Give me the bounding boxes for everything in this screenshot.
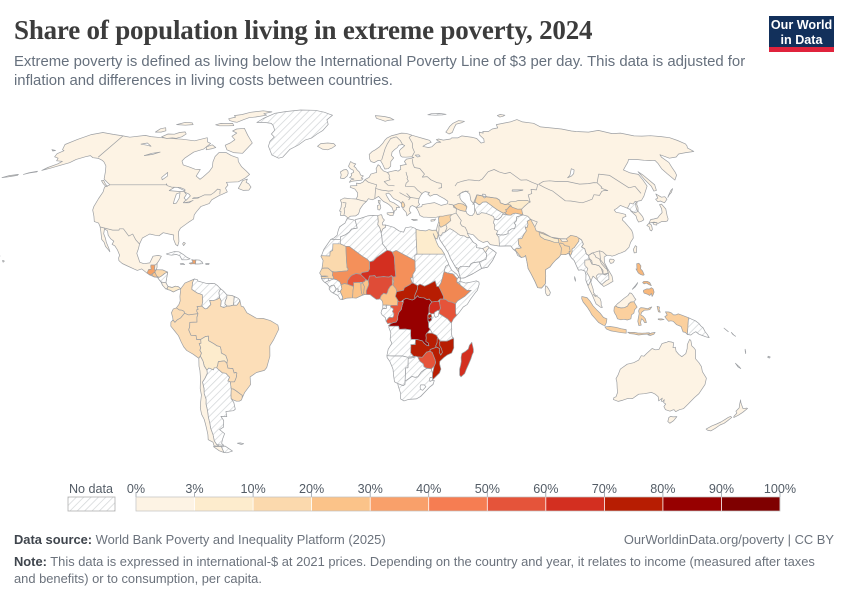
svg-text:30%: 30% <box>358 482 383 496</box>
svg-text:3%: 3% <box>185 482 203 496</box>
svg-text:0%: 0% <box>127 482 145 496</box>
svg-text:90%: 90% <box>709 482 734 496</box>
svg-text:60%: 60% <box>533 482 558 496</box>
svg-text:10%: 10% <box>240 482 265 496</box>
svg-text:No data: No data <box>69 482 113 496</box>
svg-text:20%: 20% <box>299 482 324 496</box>
svg-text:80%: 80% <box>650 482 675 496</box>
svg-text:40%: 40% <box>416 482 441 496</box>
svg-text:70%: 70% <box>592 482 617 496</box>
svg-text:100%: 100% <box>764 482 796 496</box>
svg-text:50%: 50% <box>475 482 500 496</box>
